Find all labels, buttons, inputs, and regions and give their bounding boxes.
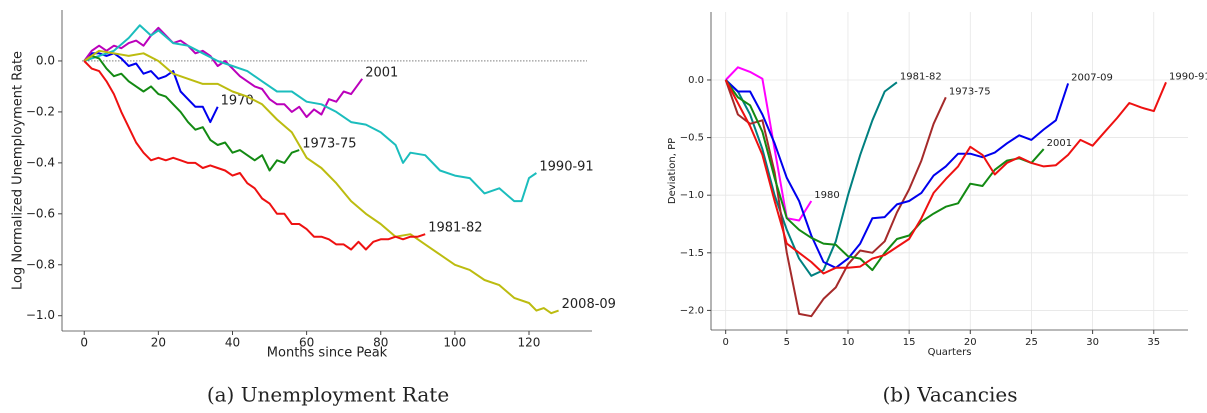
y-tick-label: −0.2 xyxy=(26,104,55,118)
series-line xyxy=(725,79,1070,269)
y-tick-label: −1.0 xyxy=(680,190,704,201)
x-tick-label: 5 xyxy=(784,337,790,348)
series-label: 1990-91 xyxy=(1169,71,1207,82)
series-label: 1981-82 xyxy=(428,221,482,236)
series-label: 1973-75 xyxy=(302,137,356,152)
y-axis-label: Deviation, PP xyxy=(667,138,678,204)
series-line xyxy=(724,79,1045,272)
y-tick-label: −1.5 xyxy=(680,248,704,259)
series-line xyxy=(83,49,559,315)
series-label: 1973-75 xyxy=(949,86,991,97)
y-tick-label: −2.0 xyxy=(680,305,704,316)
series-line xyxy=(724,66,813,222)
series-label: 2001 xyxy=(365,65,398,80)
series-line xyxy=(725,79,898,277)
series-label: 1970 xyxy=(221,93,254,108)
x-tick-label: 100 xyxy=(443,336,466,350)
x-tick-label: 20 xyxy=(964,337,977,348)
y-tick-label: 0.0 xyxy=(688,75,704,86)
series-line xyxy=(83,60,426,251)
x-axis-label: Months since Peak xyxy=(267,346,388,361)
y-tick-label: −0.4 xyxy=(26,155,55,169)
series-line xyxy=(724,79,1167,275)
y-tick-label: 0.0 xyxy=(36,53,55,67)
caption: (b) Vacancies xyxy=(883,383,1018,407)
y-tick-label: −1.0 xyxy=(26,308,55,322)
x-tick-label: 35 xyxy=(1147,337,1160,348)
series-line xyxy=(83,26,364,118)
x-tick-label: 0 xyxy=(722,337,728,348)
series-label: 1990-91 xyxy=(539,160,593,175)
series-line xyxy=(83,24,537,203)
series-label: 2008-09 xyxy=(562,297,616,312)
x-tick-label: 20 xyxy=(151,336,166,350)
caption: (a) Unemployment Rate xyxy=(207,383,449,407)
series-label: 2007-09 xyxy=(1071,72,1113,83)
series-line xyxy=(83,52,219,124)
series-label: 1981-82 xyxy=(900,71,942,82)
series-line xyxy=(724,79,947,318)
x-tick-label: 30 xyxy=(1086,337,1099,348)
x-tick-label: 15 xyxy=(903,337,916,348)
series-label: 2001 xyxy=(1047,138,1072,149)
y-axis-label: Log Normalized Unemployment Rate xyxy=(11,51,26,290)
y-tick-label: −0.5 xyxy=(680,133,704,144)
y-tick-label: −0.6 xyxy=(26,206,55,220)
x-tick-label: 80 xyxy=(373,336,388,350)
x-tick-label: 10 xyxy=(842,337,855,348)
y-tick-label: −0.8 xyxy=(26,257,55,271)
x-tick-label: 25 xyxy=(1025,337,1038,348)
x-axis-label: Quarters xyxy=(928,347,972,358)
series-label: 1980 xyxy=(814,190,839,201)
x-tick-label: 40 xyxy=(225,336,240,350)
x-tick-label: 0 xyxy=(80,336,88,350)
x-tick-label: 120 xyxy=(518,336,541,350)
series-line xyxy=(83,54,300,172)
x-tick-label: 60 xyxy=(299,336,314,350)
